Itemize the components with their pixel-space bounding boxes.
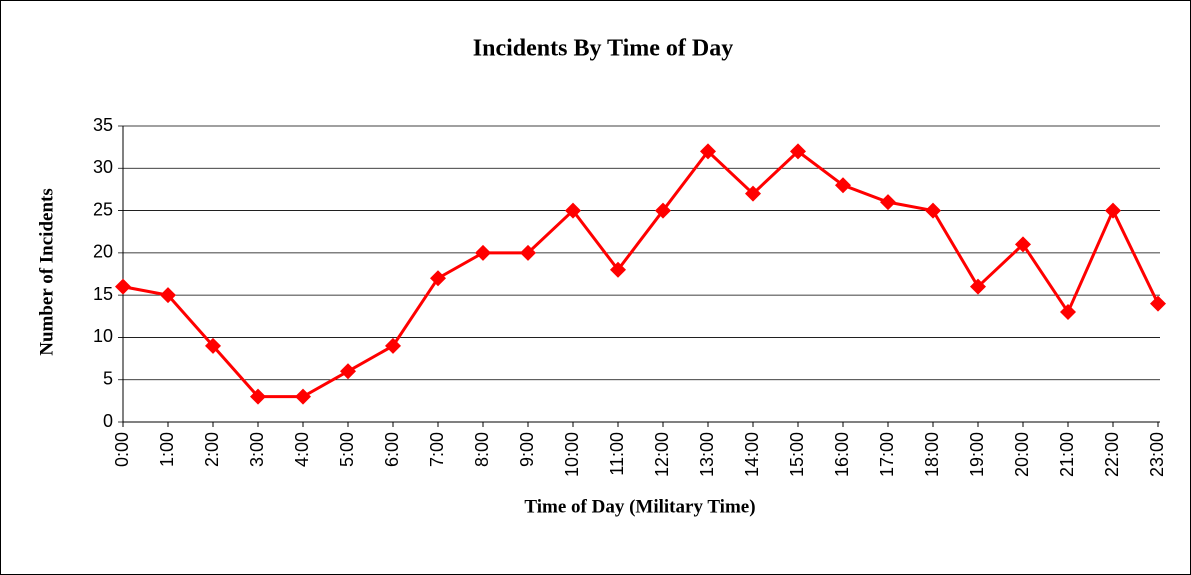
- marker: [475, 244, 491, 261]
- marker: [340, 363, 356, 380]
- marker: [610, 261, 626, 278]
- x-tick-label: 6:00: [382, 432, 402, 467]
- x-tick-label: 10:00: [562, 432, 582, 477]
- y-tick-label: 35: [93, 115, 113, 135]
- marker: [295, 388, 311, 405]
- x-tick-label: 1:00: [157, 432, 177, 467]
- y-tick-label: 5: [103, 368, 113, 388]
- marker: [250, 388, 266, 405]
- x-tick-label: 4:00: [292, 432, 312, 467]
- marker: [205, 337, 221, 354]
- y-tick-label: 10: [93, 326, 113, 346]
- x-tick-label: 9:00: [517, 432, 537, 467]
- x-tick-label: 22:00: [1102, 432, 1122, 477]
- x-tick-label: 2:00: [202, 432, 222, 467]
- marker: [430, 270, 446, 287]
- marker: [970, 278, 986, 295]
- y-tick-label: 20: [93, 242, 113, 262]
- x-tick-label: 14:00: [742, 432, 762, 477]
- x-tick-label: 12:00: [652, 432, 672, 477]
- x-tick-label: 17:00: [877, 432, 897, 477]
- x-tick-label: 21:00: [1057, 432, 1077, 477]
- marker: [115, 278, 131, 295]
- marker: [790, 143, 806, 160]
- x-tick-label: 8:00: [472, 432, 492, 467]
- x-tick-label: 20:00: [1012, 432, 1032, 477]
- y-tick-label: 15: [93, 284, 113, 304]
- marker: [1015, 236, 1031, 253]
- x-tick-label: 16:00: [832, 432, 852, 477]
- x-tick-label: 23:00: [1147, 432, 1167, 477]
- x-tick-label: 19:00: [967, 432, 987, 477]
- marker: [655, 202, 671, 219]
- marker: [925, 202, 941, 219]
- chart-title: Incidents By Time of Day: [473, 36, 733, 62]
- x-tick-label: 7:00: [427, 432, 447, 467]
- x-tick-label: 0:00: [112, 432, 132, 467]
- x-tick-label: 18:00: [922, 432, 942, 477]
- y-tick-label: 25: [93, 199, 113, 219]
- marker: [1105, 202, 1121, 219]
- marker: [700, 143, 716, 160]
- marker: [1150, 295, 1166, 312]
- marker: [835, 177, 851, 194]
- x-tick-label: 11:00: [607, 432, 627, 476]
- marker: [565, 202, 581, 219]
- marker: [880, 194, 896, 211]
- x-tick-label: 15:00: [787, 432, 807, 477]
- marker: [1060, 304, 1076, 321]
- marker: [745, 185, 761, 202]
- y-axis-title: Number of Incidents: [36, 188, 57, 356]
- x-tick-label: 3:00: [247, 432, 267, 467]
- marker: [160, 287, 176, 304]
- y-tick-label: 0: [103, 411, 113, 431]
- x-tick-label: 5:00: [337, 432, 357, 467]
- y-tick-label: 30: [93, 157, 113, 177]
- x-tick-label: 13:00: [697, 432, 717, 477]
- marker: [385, 337, 401, 354]
- marker: [520, 244, 536, 261]
- x-axis-title: Time of Day (Military Time): [524, 496, 755, 517]
